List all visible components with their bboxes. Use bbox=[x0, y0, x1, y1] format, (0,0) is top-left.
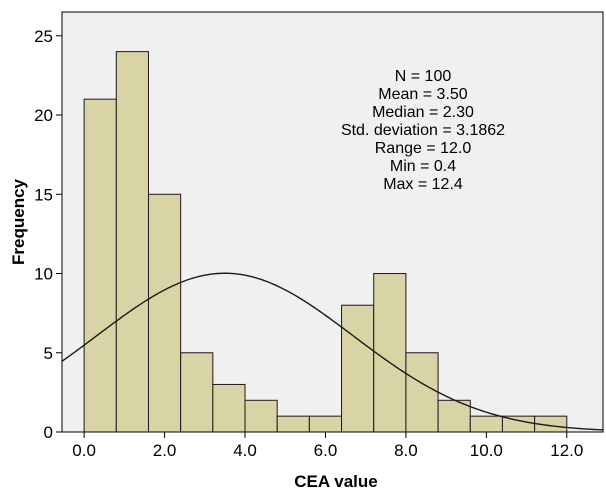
histogram-bar bbox=[469, 415, 503, 433]
histogram-bar bbox=[83, 98, 117, 433]
axes-group bbox=[61, 12, 603, 433]
histogram-bar bbox=[373, 273, 407, 433]
x-tick-label: 2.0 bbox=[153, 441, 177, 460]
histogram-bar bbox=[212, 383, 246, 433]
stat-range: Range = 12.0 bbox=[375, 140, 472, 157]
stat-median: Median = 2.30 bbox=[372, 104, 474, 121]
histogram-bar bbox=[308, 415, 343, 433]
x-tick-label: 10.0 bbox=[470, 441, 503, 460]
x-tick-label: 4.0 bbox=[233, 441, 257, 460]
y-tick-label: 10 bbox=[34, 265, 53, 284]
stat-max: Max = 12.4 bbox=[383, 176, 463, 193]
y-tick-label: 0 bbox=[44, 423, 53, 442]
normal-curve bbox=[61, 272, 604, 431]
histogram-bar bbox=[405, 352, 439, 433]
histogram-bar bbox=[180, 352, 214, 433]
x-tick-label: 12.0 bbox=[550, 441, 583, 460]
histogram-bar bbox=[276, 415, 310, 433]
y-tick-label: 20 bbox=[34, 106, 53, 125]
x-axis-ticks: 0.0 2.0 4.0 6.0 8.0 10.0 12.0 bbox=[72, 432, 583, 460]
x-tick-label: 0.0 bbox=[72, 441, 96, 460]
x-axis-title: CEA value bbox=[294, 472, 377, 491]
x-tick-label: 6.0 bbox=[314, 441, 338, 460]
y-tick-label: 25 bbox=[34, 27, 53, 46]
y-axis-ticks: 0 5 10 15 20 25 bbox=[34, 27, 62, 442]
histogram-bar bbox=[341, 304, 375, 433]
histogram-bar bbox=[115, 51, 149, 433]
stat-std-deviation: Std. deviation = 3.1862 bbox=[341, 122, 505, 139]
y-tick-label: 5 bbox=[44, 344, 53, 363]
y-axis-title: Frequency bbox=[9, 178, 28, 265]
y-tick-label: 15 bbox=[34, 185, 53, 204]
summary-statistics: N = 100 Mean = 3.50 Median = 2.30 Std. d… bbox=[341, 68, 505, 193]
x-tick-label: 8.0 bbox=[394, 441, 418, 460]
stat-min: Min = 0.4 bbox=[390, 158, 456, 175]
histogram-bar bbox=[244, 399, 278, 433]
histogram-bar bbox=[147, 193, 182, 433]
bars-group bbox=[83, 51, 568, 433]
stat-n: N = 100 bbox=[395, 68, 452, 85]
stat-mean: Mean = 3.50 bbox=[378, 86, 468, 103]
